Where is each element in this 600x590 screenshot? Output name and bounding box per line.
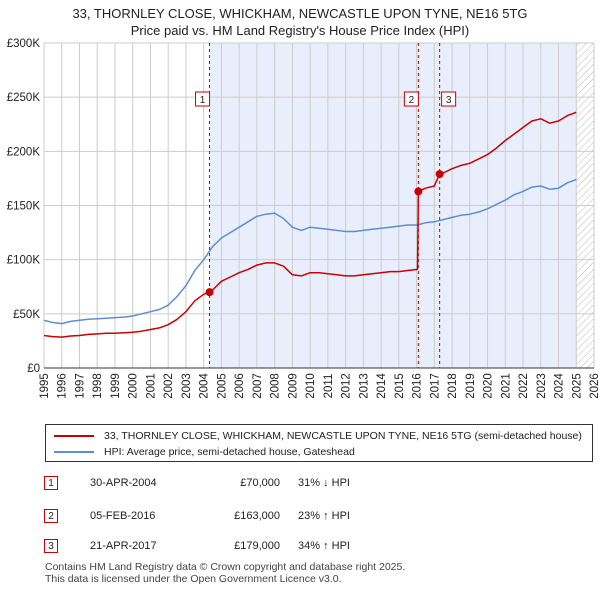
transaction-hpi: 31% ↓ HPI [298,477,350,489]
chart-subtitle: Price paid vs. HM Land Registry's House … [130,23,470,38]
x-tick-label: 1996 [57,373,69,399]
y-tick-label: £300K [7,38,41,50]
x-tick-label: 2003 [181,373,193,399]
x-tick-label: 2024 [554,373,566,399]
x-tick-label: 2018 [447,373,459,399]
y-tick-label: £50K [13,309,40,321]
x-tick-label: 2026 [589,373,600,399]
x-tick-label: 1995 [39,373,51,399]
x-tick-label: 2015 [394,373,406,399]
footer-licence: This data is licensed under the Open Gov… [45,573,342,585]
sale-label-box [441,91,457,107]
y-tick-label: £250K [7,92,41,104]
transaction-number: 2 [44,509,58,523]
property-series-line [43,111,577,338]
legend-swatch-hpi [54,451,94,453]
transaction-row: 1 30-APR-2004 £70,000 31% ↓ HPI [44,474,350,492]
footer-copyright: Contains HM Land Registry data © Crown c… [45,561,406,573]
y-tick-label: £200K [7,146,41,158]
x-tick-label: 2008 [270,373,282,399]
x-tick-label: 2019 [465,373,477,399]
x-tick-label: 1997 [74,373,86,399]
x-tick-label: 2007 [252,373,264,399]
transaction-number: 3 [44,539,58,553]
sale-point [414,187,423,196]
x-tick-label: 1998 [92,373,104,399]
x-tick-label: 2005 [216,373,228,399]
x-tick-label: 2012 [341,373,353,399]
legend-item-hpi: HPI: Average price, semi-detached house,… [54,444,355,460]
transaction-hpi: 34% ↑ HPI [298,540,350,552]
sale-label-number: 1 [200,95,206,106]
chart-title-line1: 33, THORNLEY CLOSE, WHICKHAM, NEWCASTLE … [72,6,528,21]
x-tick-label: 2017 [429,373,441,399]
legend-label-property: 33, THORNLEY CLOSE, WHICKHAM, NEWCASTLE … [104,430,582,442]
price-chart: 1 2 3 £0 £50K £100K £150K £200K £250K £300K 1995 1… [7,38,600,399]
transaction-row: 2 05-FEB-2016 £163,000 23% ↑ HPI [44,507,350,525]
x-tick-label: 2000 [128,373,140,399]
transaction-number: 1 [44,476,58,490]
x-tick-label: 2025 [571,373,583,399]
transaction-date: 21-APR-2017 [90,540,157,552]
transaction-price: £163,000 [234,510,280,522]
sale-label-box [403,91,419,107]
x-tick-label: 2016 [412,373,424,399]
y-tick-label: £0 [27,363,40,375]
legend-item-property: 33, THORNLEY CLOSE, WHICKHAM, NEWCASTLE … [54,428,582,444]
transaction-row: 3 21-APR-2017 £179,000 34% ↑ HPI [44,537,350,555]
transaction-date: 30-APR-2004 [90,477,157,489]
x-tick-label: 2006 [234,373,246,399]
transaction-price: £179,000 [234,540,280,552]
sale-point [435,170,444,179]
x-tick-label: 2022 [518,373,530,399]
hpi-series-line [43,178,577,325]
x-tick-label: 2002 [163,373,175,399]
sale-label-number: 3 [446,95,452,106]
sale-label-number: 2 [409,95,415,106]
x-tick-label: 2023 [536,373,548,399]
x-tick-label: 2014 [376,373,388,399]
y-tick-label: £150K [7,201,41,213]
sale-label-box [195,91,211,107]
x-tick-label: 2004 [199,373,211,399]
legend-swatch-property [54,435,94,437]
transaction-price: £70,000 [240,477,280,489]
legend-label-hpi: HPI: Average price, semi-detached house,… [104,446,355,458]
transaction-hpi: 23% ↑ HPI [298,510,350,522]
x-tick-label: 2020 [483,373,495,399]
x-tick-label: 1999 [110,373,122,399]
x-tick-label: 2013 [358,373,370,399]
legend: 33, THORNLEY CLOSE, WHICKHAM, NEWCASTLE … [45,424,593,462]
x-tick-label: 2010 [305,373,317,399]
x-tick-label: 2001 [145,373,157,399]
transaction-date: 05-FEB-2016 [90,510,156,522]
x-tick-label: 2011 [323,374,335,399]
sale-point [205,288,214,297]
x-tick-label: 2021 [500,373,512,399]
x-tick-label: 2009 [287,373,299,399]
y-tick-label: £100K [7,255,41,267]
